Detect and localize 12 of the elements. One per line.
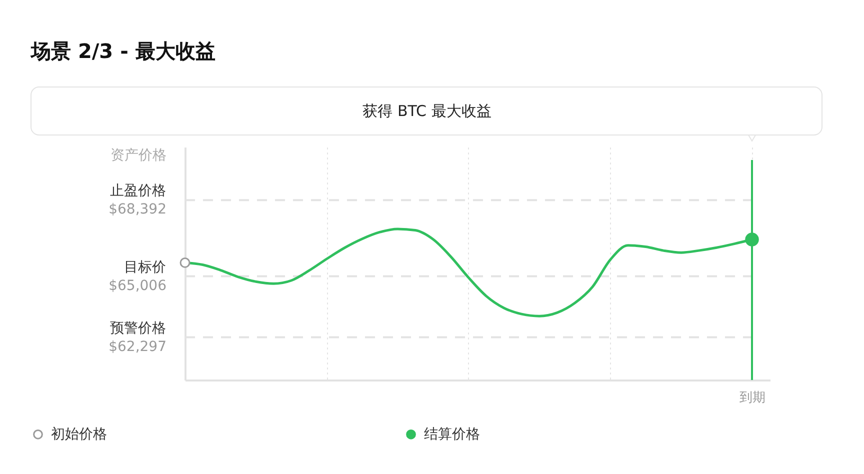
y-tick-label: $65,006 [108, 278, 167, 294]
legend-label: 初始价格 [51, 426, 107, 442]
chart-title: 场景 2/3 - 最大收益 [30, 39, 216, 63]
x-tick-label: 到期 [740, 390, 766, 406]
y-tick-label: $68,392 [108, 202, 166, 218]
chart-subtitle: 获得 BTC 最大收益 [362, 102, 492, 120]
y-axis-title: 资产价格 [110, 148, 166, 164]
legend-label: 结算价格 [424, 426, 480, 442]
ref-line-label: 止盈价格 [110, 183, 166, 200]
ref-line-label: 目标价 [124, 259, 166, 276]
y-tick-label: $62,297 [108, 338, 166, 355]
ref-line-label: 预警价格 [110, 320, 166, 336]
